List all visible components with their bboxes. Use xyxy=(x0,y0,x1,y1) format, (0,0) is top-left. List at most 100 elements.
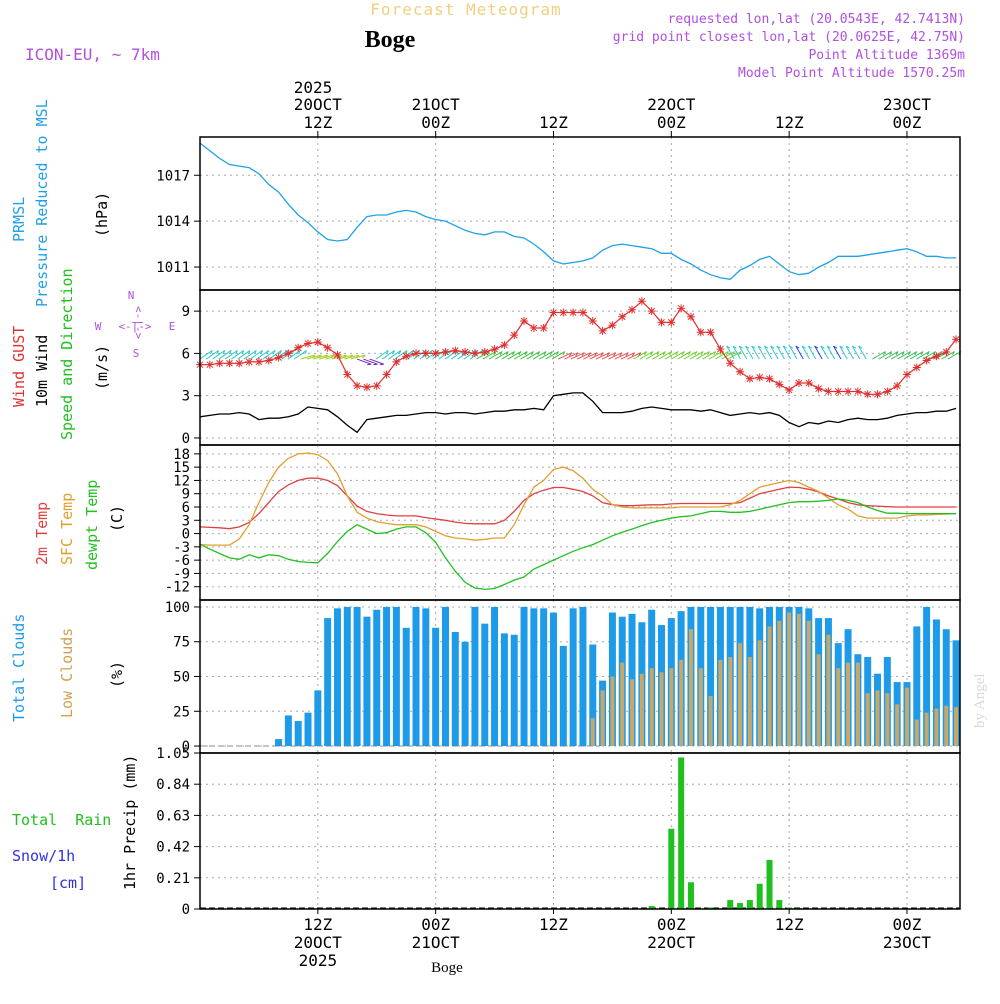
low-cloud-bar xyxy=(698,668,703,747)
wind-gust-point xyxy=(696,328,705,337)
y-tick-label: 1017 xyxy=(156,168,190,184)
low-cloud-bar xyxy=(610,676,615,747)
wind-arrow xyxy=(664,351,679,360)
low-cloud-bar xyxy=(846,662,851,747)
cloud-unit: (%) xyxy=(108,661,126,688)
wind-arrowhead xyxy=(738,351,742,356)
wind-arrow xyxy=(249,350,263,360)
wind-arrowhead xyxy=(776,345,781,349)
y-tick-label: 3 xyxy=(182,513,190,529)
wind-arrow xyxy=(564,352,579,360)
wind-arrowhead xyxy=(738,345,743,349)
wind-arrow xyxy=(237,350,251,360)
wind-direction-arrows xyxy=(199,345,962,366)
wind-arrow xyxy=(539,351,553,360)
total-cloud-bar xyxy=(579,606,587,747)
wind-arrowhead xyxy=(556,351,560,356)
y-tick-label: 12 xyxy=(173,473,190,489)
wind-arrow xyxy=(689,351,704,360)
wind-arrowhead xyxy=(814,345,819,349)
wind-arrowhead xyxy=(833,345,838,349)
low-cloud-bar xyxy=(679,659,684,747)
wind-gust-point xyxy=(736,367,745,376)
point-altitude: Point Altitude 1369m xyxy=(808,48,965,63)
wind-arrow xyxy=(696,351,710,360)
temp2m-label: 2m Temp xyxy=(33,502,51,565)
wind-arrow xyxy=(633,351,647,360)
wind-arrowhead xyxy=(839,345,844,349)
wind-gust-label: Wind GUST xyxy=(10,326,28,407)
wind-gust-point xyxy=(362,383,371,392)
wind-gust-point xyxy=(686,312,695,321)
y-tick-label: 0.42 xyxy=(156,840,190,856)
wind-gust-point xyxy=(794,379,803,387)
wind-arrowhead xyxy=(279,350,282,355)
top-year: 2025 xyxy=(294,78,333,97)
total-cloud-bar xyxy=(373,609,381,747)
bottom-tick-hour: 12Z xyxy=(303,915,332,934)
y-tick-label: 25 xyxy=(173,704,190,720)
wind-arrowhead xyxy=(706,351,710,356)
wind-gust-point xyxy=(205,360,214,369)
wind-arrowhead xyxy=(650,351,654,356)
wind-arrowhead xyxy=(587,352,592,357)
low-cloud-bar xyxy=(855,662,860,747)
wind-unit: (m/s) xyxy=(93,345,111,390)
wind-arrow xyxy=(851,345,861,360)
wind-arrowhead xyxy=(386,350,389,355)
wind-arrowhead xyxy=(820,345,825,349)
wind-arrow xyxy=(526,351,541,360)
wind-gust-point xyxy=(372,381,381,390)
wind-gust-point xyxy=(726,359,735,368)
low-cloud-bar xyxy=(777,620,782,747)
wind-gust-point xyxy=(765,374,774,383)
y-tick-label: 1014 xyxy=(156,214,190,230)
wind-gust-point xyxy=(608,321,617,330)
wind-gust-point xyxy=(323,343,332,352)
wind-arrowhead xyxy=(745,345,750,349)
wind-arrow xyxy=(872,351,886,360)
wind-arrow xyxy=(677,351,691,360)
wind-arrowhead xyxy=(681,351,685,356)
wind-arrow xyxy=(589,352,604,360)
wind-arrowhead xyxy=(362,354,366,359)
wind-arrow xyxy=(218,350,232,360)
wind-arrowhead xyxy=(952,351,955,356)
wind-arrow xyxy=(845,345,854,360)
low-cloud-bar xyxy=(934,708,939,747)
wind-arrowhead xyxy=(901,351,905,356)
wind-arrowhead xyxy=(606,352,610,357)
total-cloud-bar xyxy=(500,633,508,747)
sfc-temp-line xyxy=(199,452,957,546)
wind-arrow xyxy=(708,351,723,360)
low-cloud-bar xyxy=(738,643,743,747)
total-cloud-bar xyxy=(383,606,391,747)
wind-arrowhead xyxy=(926,351,930,356)
wind-arrowhead xyxy=(764,345,769,349)
wind-arrowhead xyxy=(600,352,604,357)
wind-arrow xyxy=(745,345,754,360)
bottom-tick-year: 2025 xyxy=(299,951,338,970)
total-cloud-bar xyxy=(343,606,351,747)
wind-gust-point xyxy=(470,349,479,358)
wind-arrow xyxy=(947,351,962,360)
y-tick-label: 18 xyxy=(173,447,190,463)
wind-arrow xyxy=(776,345,785,360)
wind-arrow xyxy=(350,354,366,360)
wind-arrow xyxy=(287,350,301,360)
top-tick-hour: 12Z xyxy=(539,113,568,132)
wind-gust-point xyxy=(274,353,283,362)
wind-gust-point xyxy=(392,357,401,366)
y-tick-label: 100 xyxy=(165,600,190,616)
y-tick-label: 1011 xyxy=(156,260,190,276)
wind-arrowhead xyxy=(493,351,497,356)
y-tick-label: -3 xyxy=(173,540,190,556)
wind-arrowhead xyxy=(304,350,307,355)
wind-arrow xyxy=(532,351,547,360)
wind-arrow xyxy=(381,350,395,360)
wind-gust-point xyxy=(254,357,263,366)
wind-arrowhead xyxy=(725,351,729,356)
total-cloud-bar xyxy=(540,608,548,747)
low-cloud-bar xyxy=(914,719,919,747)
wind-arrow xyxy=(738,345,748,360)
